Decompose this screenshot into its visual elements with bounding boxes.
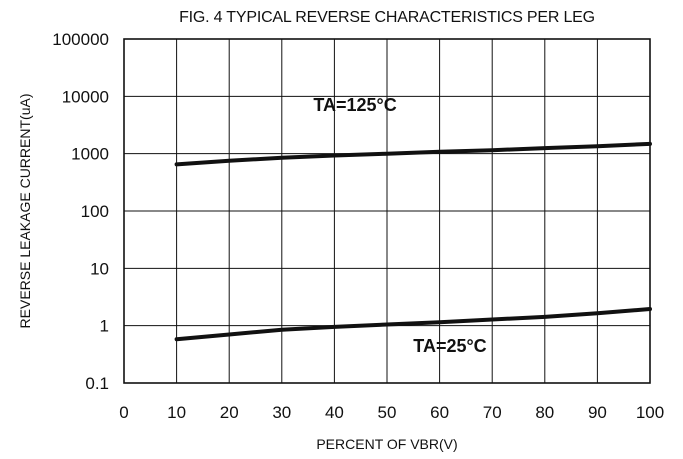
x-tick-label: 40 — [325, 403, 344, 422]
series-line-1 — [174, 141, 652, 167]
x-tick-label: 70 — [483, 403, 502, 422]
series-line-2 — [174, 307, 652, 342]
y-axis-title: REVERSE LEAKAGE CURRENT(uA) — [17, 94, 33, 329]
series-label-2: TA=25°C — [413, 336, 486, 356]
y-tick-label: 1 — [100, 317, 109, 336]
y-tick-label: 1000 — [71, 145, 109, 164]
x-tick-label: 60 — [430, 403, 449, 422]
chart-title: FIG. 4 TYPICAL REVERSE CHARACTERISTICS P… — [179, 9, 595, 26]
x-tick-label: 0 — [119, 403, 128, 422]
y-tick-label: 10 — [90, 259, 109, 278]
x-tick-label: 80 — [535, 403, 554, 422]
x-tick-label: 30 — [272, 403, 291, 422]
x-tick-label: 100 — [636, 403, 664, 422]
y-tick-label: 0.1 — [85, 374, 109, 393]
y-tick-label: 100 — [81, 202, 109, 221]
x-tick-label: 10 — [167, 403, 186, 422]
series-label-1: TA=125°C — [313, 95, 396, 115]
x-tick-label: 90 — [588, 403, 607, 422]
y-tick-label: 10000 — [62, 87, 109, 106]
x-axis-title: PERCENT OF VBR(V) — [316, 436, 457, 452]
plot-frame — [123, 38, 651, 384]
x-tick-label: 50 — [378, 403, 397, 422]
x-tick-label: 20 — [220, 403, 239, 422]
y-tick-label: 100000 — [52, 30, 109, 49]
